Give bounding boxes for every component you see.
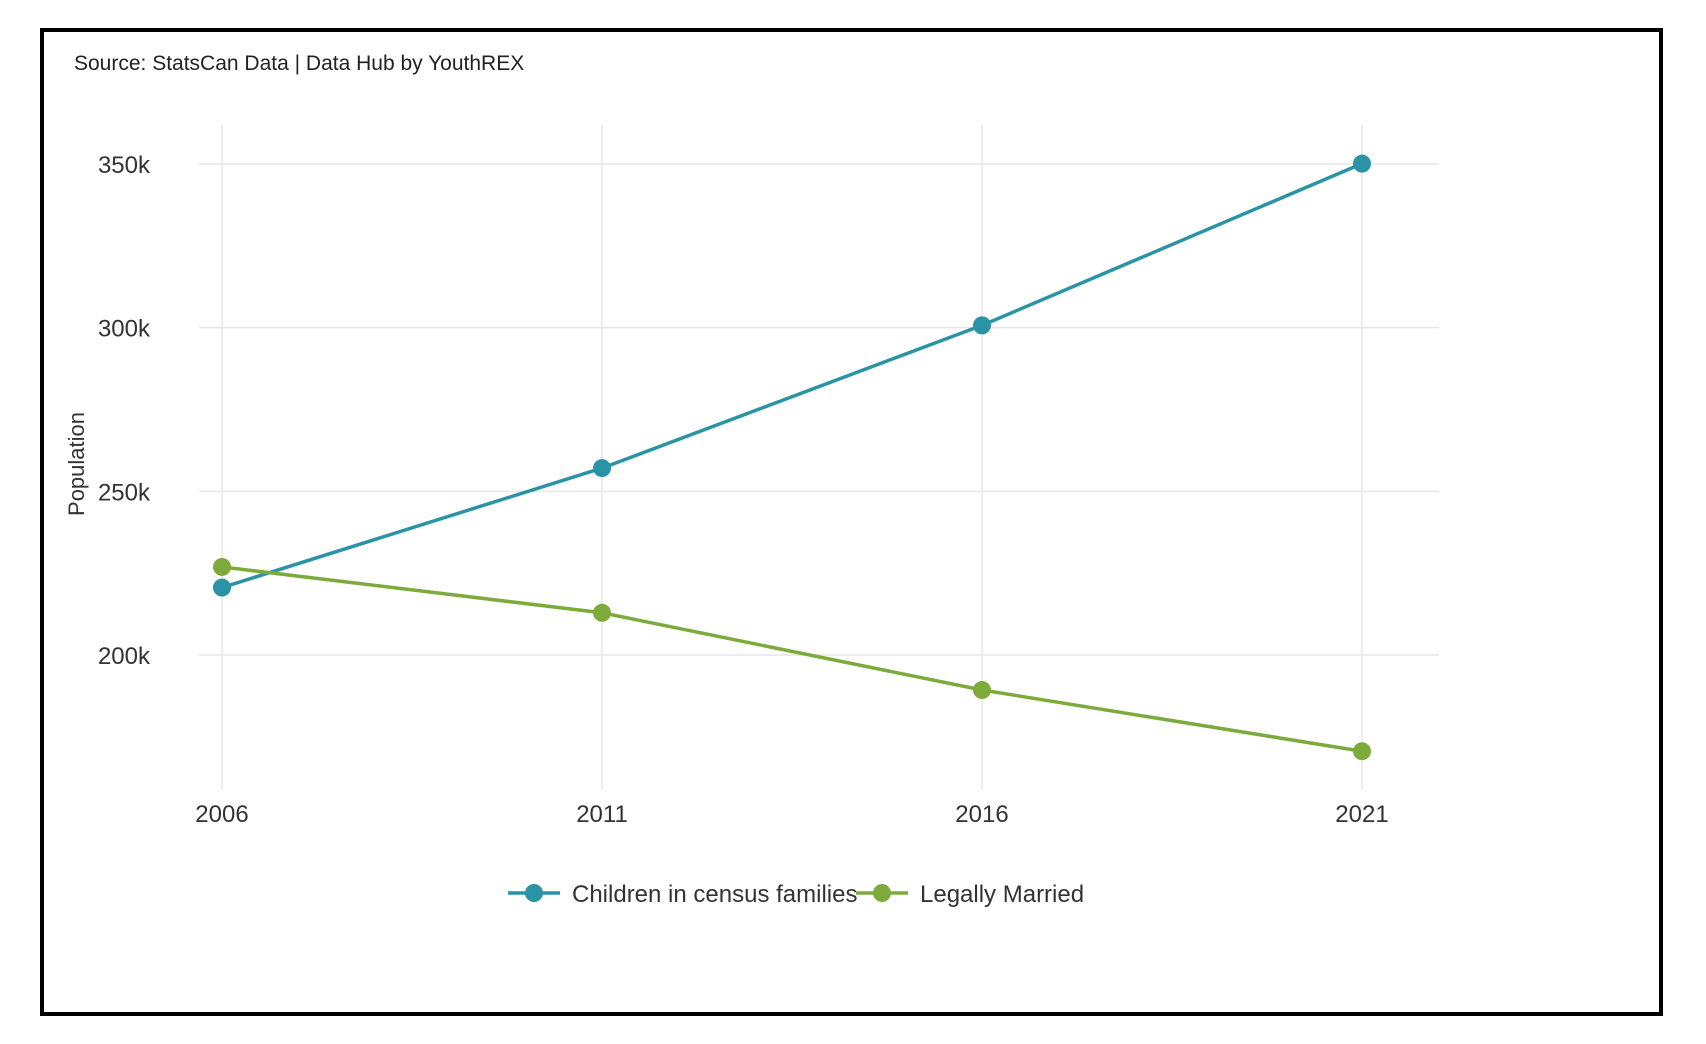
y-tick-label: 250k: [98, 479, 151, 506]
series-0-point-3[interactable]: [1353, 154, 1371, 173]
legend-swatch-marker: [525, 884, 543, 902]
y-tick-label: 200k: [98, 643, 151, 670]
legend-label: Children in census families: [572, 881, 857, 908]
series-layer: [213, 154, 1371, 761]
series-1-point-3[interactable]: [1353, 742, 1371, 761]
series-line-1: [221, 565, 1363, 753]
y-tick-label: 350k: [98, 152, 151, 179]
y-tick-label: 300k: [98, 316, 151, 343]
x-tick-label: 2016: [955, 801, 1008, 828]
legend-swatch-marker: [873, 884, 891, 902]
series-0-point-2[interactable]: [973, 316, 991, 335]
series-1-point-0[interactable]: [213, 557, 231, 576]
series-1-point-2[interactable]: [973, 681, 991, 700]
y-axis-tick-labels: 200k 250k 300k 350k: [98, 152, 151, 670]
series-0-point-0[interactable]: [213, 578, 231, 597]
line-chart: Source: StatsCan Data | Data Hub by Yout…: [64, 52, 1439, 908]
x-tick-label: 2021: [1335, 801, 1388, 828]
source-caption: Source: StatsCan Data | Data Hub by Yout…: [74, 52, 524, 75]
series-1-point-1[interactable]: [593, 603, 611, 622]
x-tick-label: 2006: [195, 801, 248, 828]
chart-frame: Source: StatsCan Data | Data Hub by Yout…: [40, 28, 1663, 1016]
legend-item-1[interactable]: Legally Married: [856, 881, 1084, 908]
y-axis-title: Population: [64, 412, 89, 516]
legend[interactable]: Children in census families Legally Marri…: [508, 881, 1084, 908]
series-line-0: [221, 162, 1363, 590]
legend-label: Legally Married: [920, 881, 1084, 908]
gridlines: [199, 125, 1439, 789]
series-0-point-1[interactable]: [593, 459, 611, 478]
x-tick-label: 2011: [576, 801, 628, 828]
legend-item-0[interactable]: Children in census families: [508, 881, 857, 908]
x-axis-tick-labels: 2006 2011 2016 2021: [195, 801, 1388, 828]
